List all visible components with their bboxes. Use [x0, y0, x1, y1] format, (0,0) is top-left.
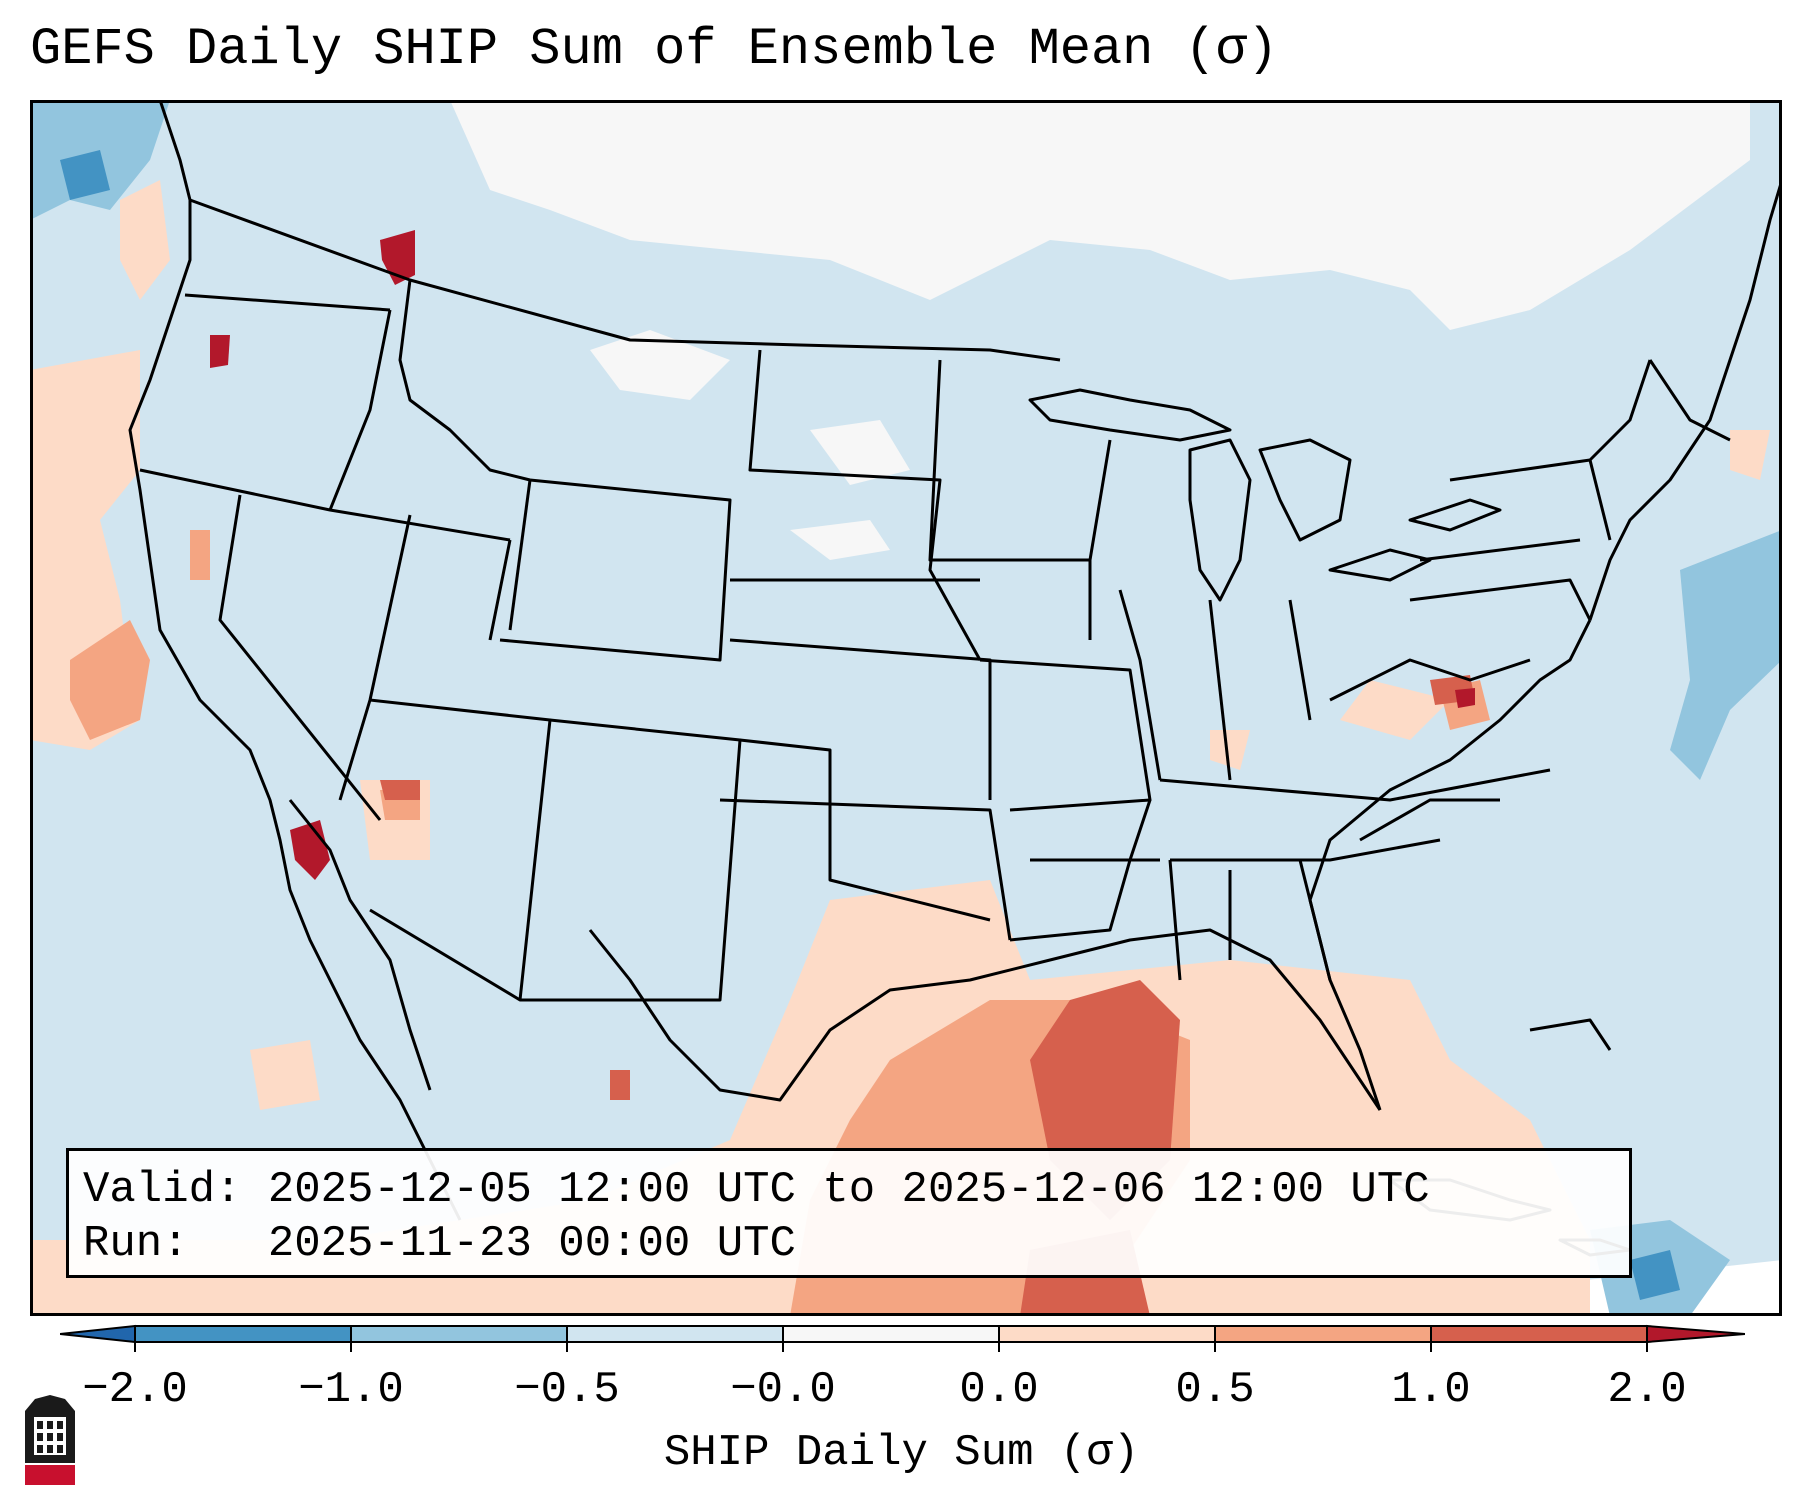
- chart-title: GEFS Daily SHIP Sum of Ensemble Mean (σ): [30, 20, 1279, 79]
- colorbar-extend-low: [60, 1324, 136, 1344]
- run-time-line: Run: 2025-11-23 00:00 UTC: [83, 1217, 1629, 1271]
- strong-negative-patch: [60, 150, 1680, 1300]
- map-panel: [30, 100, 1782, 1316]
- colorbar-tick-label: −2.0: [82, 1365, 188, 1415]
- colorbar-tick-label: 0.0: [959, 1365, 1039, 1415]
- colorbar-tick-label: −1.0: [298, 1365, 404, 1415]
- colorbar: [60, 1324, 1745, 1352]
- colorbar-segment-6: [1215, 1326, 1431, 1342]
- colorbar-segment-3: [567, 1326, 783, 1342]
- colorbar-tick-label: 0.5: [1175, 1365, 1255, 1415]
- colorbar-tick-label: −0.0: [730, 1365, 836, 1415]
- colorbar-segment-5: [999, 1326, 1215, 1342]
- colorbar-tick-label: −0.5: [514, 1365, 620, 1415]
- valid-label: Valid:: [83, 1165, 242, 1215]
- valid-run-info-box: Valid: 2025-12-05 12:00 UTC to 2025-12-0…: [66, 1148, 1632, 1278]
- colorbar-tick-label: 2.0: [1607, 1365, 1687, 1415]
- colorbar-segment-7: [1431, 1326, 1647, 1342]
- run-label: Run:: [83, 1219, 189, 1269]
- coastlines: [128, 100, 1782, 1257]
- colorbar-ticks: [134, 1326, 1648, 1352]
- niu-logo: [25, 1395, 75, 1485]
- map-border: [30, 100, 1782, 1316]
- run-value: 2025-11-23 00:00 UTC: [267, 1219, 796, 1269]
- colorbar-label: SHIP Daily Sum (σ): [663, 1428, 1140, 1478]
- valid-time-line: Valid: 2025-12-05 12:00 UTC to 2025-12-0…: [83, 1163, 1629, 1217]
- colorbar-segment-2: [351, 1326, 567, 1342]
- colorbar-segment-1: [135, 1326, 351, 1342]
- valid-value: 2025-12-05 12:00 UTC to 2025-12-06 12:00…: [267, 1165, 1430, 1215]
- colorbar-segment-4: [783, 1326, 999, 1342]
- state-borders: [139, 198, 1731, 1002]
- colorbar-extend-high: [1646, 1324, 1745, 1344]
- colorbar-tick-label: 1.0: [1391, 1365, 1471, 1415]
